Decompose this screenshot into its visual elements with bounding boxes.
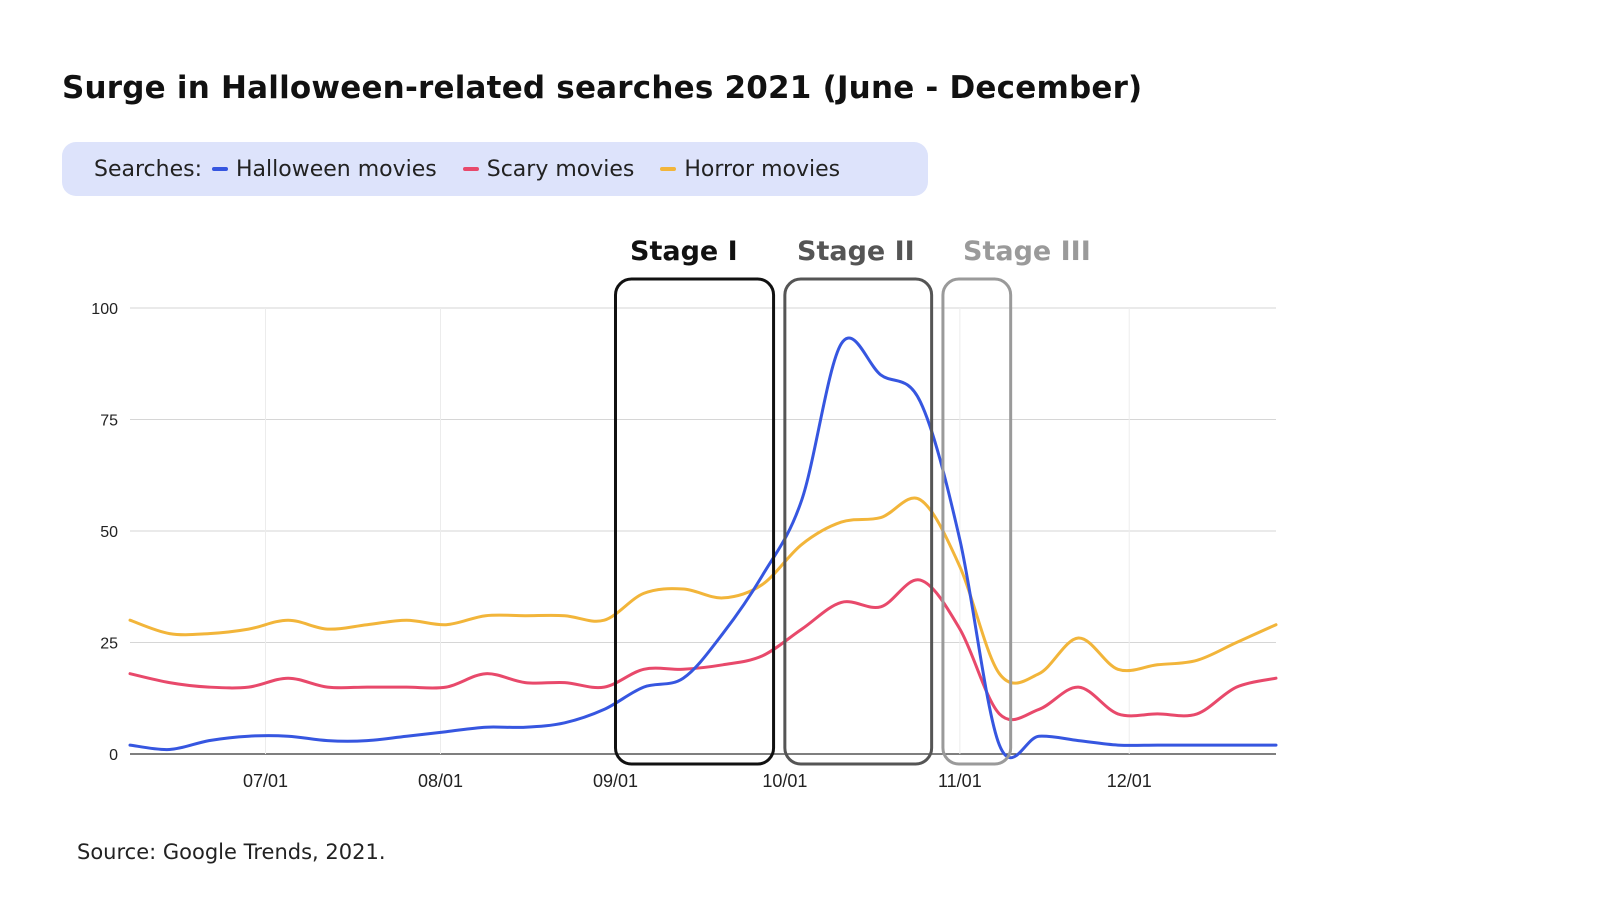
x-tick-label: 09/01 (593, 771, 638, 791)
legend-label: Halloween movies (236, 156, 437, 182)
stage-label-3: Stage III (963, 236, 1091, 267)
y-tick-label: 100 (91, 301, 118, 318)
series-line-scary-movies (128, 578, 1278, 722)
series-line-halloween-movies (128, 336, 1278, 760)
legend-label: Scary movies (486, 156, 635, 182)
legend-lead: Searches: (94, 156, 202, 182)
y-tick-label: 0 (109, 747, 118, 764)
legend-swatch (660, 167, 677, 171)
x-tick-label: 11/01 (938, 771, 982, 791)
x-tick-label: 12/01 (1107, 771, 1152, 791)
legend-item-horror-movies: Horror movies (660, 157, 840, 182)
x-tick-label: 07/01 (243, 771, 288, 791)
stage-label-2: Stage II (797, 236, 915, 267)
series-line-horror-movies (128, 496, 1278, 685)
stage-label-1: Stage I (630, 236, 738, 267)
y-tick-label: 50 (100, 524, 118, 541)
x-tick-label: 08/01 (418, 771, 463, 791)
legend-item-scary-movies: Scary movies (462, 156, 635, 182)
legend: Searches: Halloween movies Scary movies … (62, 142, 928, 196)
legend-label: Horror movies (684, 156, 841, 182)
legend-swatch (462, 167, 479, 171)
stage-box-3 (941, 277, 1013, 766)
y-tick-label: 75 (100, 413, 118, 430)
stage-box-2 (783, 277, 934, 766)
legend-item-halloween-movies: Halloween movies (212, 157, 437, 182)
legend-swatch (212, 167, 228, 171)
x-tick-label: 10/01 (762, 771, 807, 791)
stage-box-1 (613, 277, 776, 766)
source-note: Source: Google Trends, 2021. (77, 840, 386, 864)
y-tick-label: 25 (100, 636, 118, 653)
chart-title: Surge in Halloween-related searches 2021… (62, 70, 1143, 106)
